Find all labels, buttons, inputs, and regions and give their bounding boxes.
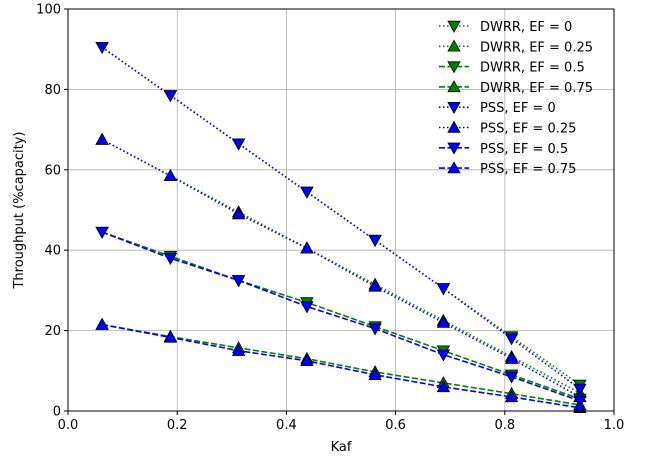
y-tick-label: 20: [44, 324, 61, 339]
x-tick-label: 1.0: [604, 418, 625, 433]
data-point: [368, 367, 382, 381]
data-point: [436, 380, 451, 393]
x-tick-label: 0.2: [167, 418, 188, 433]
legend-entry: PSS, EF = 0: [439, 101, 556, 116]
legend-label: DWRR, EF = 0.25: [480, 40, 593, 55]
legend-marker: [447, 20, 461, 33]
legend-entry: DWRR, EF = 0.5: [439, 61, 585, 76]
data-point: [504, 333, 519, 346]
series-line: [101, 323, 581, 409]
series-line: [101, 231, 581, 400]
data-point: [368, 234, 382, 248]
x-axis-label: Kaf: [331, 440, 352, 455]
y-tick-label: 0: [53, 405, 61, 420]
data-point: [231, 207, 246, 220]
x-tick-label: 0.4: [276, 418, 297, 433]
legend-label: PSS, EF = 0.5: [480, 142, 568, 157]
legend-marker: [447, 39, 461, 52]
data-point: [436, 283, 451, 296]
y-tick-label: 40: [44, 244, 61, 259]
data-point: [573, 383, 587, 396]
data-point: [163, 252, 178, 266]
plot-frame: [67, 8, 615, 412]
legend-entry: PSS, EF = 0.25: [439, 120, 576, 137]
data-point: [573, 400, 587, 414]
series-6: [95, 226, 587, 408]
legend-entry: DWRR, EF = 0: [439, 20, 572, 35]
data-point: [95, 226, 109, 239]
data-point: [95, 42, 109, 55]
legend-marker: [447, 102, 461, 115]
series-layer: [95, 42, 587, 414]
legend-label: PSS, EF = 0.25: [480, 122, 576, 137]
data-point: [436, 315, 451, 328]
series-line: [101, 323, 581, 406]
x-tick-label: 0.6: [385, 418, 406, 433]
x-tick-label: 0.8: [494, 418, 515, 433]
data-point: [368, 279, 382, 292]
grid: [67, 8, 615, 412]
legend-entry: PSS, EF = 0.75: [439, 161, 576, 177]
data-point: [163, 168, 178, 182]
data-point: [504, 390, 519, 403]
data-point: [163, 90, 178, 103]
legend-marker: [447, 161, 461, 174]
y-axis-ticks: 0 20 40 60 80 100: [36, 3, 68, 420]
legend-marker: [447, 142, 461, 155]
legend-marker: [447, 80, 461, 93]
legend-label: DWRR, EF = 0.75: [480, 81, 593, 96]
y-tick-label: 60: [44, 163, 61, 178]
x-axis-ticks: 0.0 0.2 0.4 0.6 0.8 1.0: [58, 411, 625, 433]
series-7: [95, 317, 587, 414]
y-axis-label: Throughput (%capacity): [12, 131, 27, 289]
data-point: [504, 371, 519, 384]
legend: DWRR, EF = 0 DWRR, EF = 0.25 DWRR, EF = 0.…: [439, 20, 593, 177]
data-point: [231, 138, 246, 151]
data-point: [436, 349, 451, 362]
legend-marker: [447, 61, 461, 74]
data-point: [300, 301, 314, 314]
data-point: [504, 351, 519, 364]
data-point: [300, 241, 314, 254]
data-point: [368, 323, 382, 336]
legend-entry: PSS, EF = 0.5: [439, 142, 568, 157]
legend-label: DWRR, EF = 0.5: [480, 61, 585, 76]
series-line: [101, 46, 581, 390]
y-tick-label: 100: [36, 3, 61, 18]
data-point: [231, 275, 246, 288]
legend-label: PSS, EF = 0.75: [480, 162, 576, 177]
data-point: [300, 186, 314, 199]
data-point: [231, 343, 246, 356]
data-point: [95, 317, 109, 330]
data-point: [300, 353, 314, 367]
legend-entry: DWRR, EF = 0.75: [439, 80, 593, 96]
legend-marker: [447, 120, 461, 133]
data-point: [95, 132, 109, 145]
legend-label: PSS, EF = 0: [480, 101, 556, 116]
series-4: [95, 42, 587, 396]
legend-label: DWRR, EF = 0: [480, 20, 572, 35]
series-line: [101, 231, 581, 402]
legend-entry: DWRR, EF = 0.25: [439, 39, 593, 55]
x-tick-label: 0.0: [58, 418, 79, 433]
y-tick-label: 80: [44, 83, 61, 98]
data-point: [163, 330, 178, 343]
